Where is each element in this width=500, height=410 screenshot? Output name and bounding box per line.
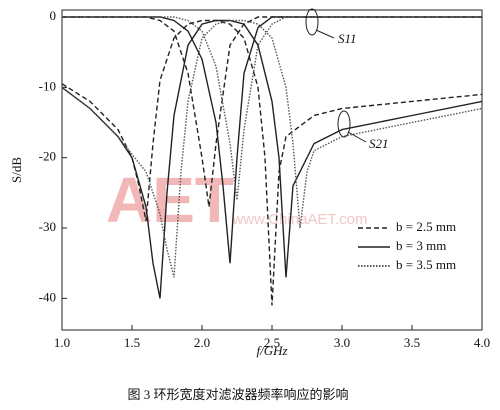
legend-label: b = 3 mm [396, 238, 446, 253]
annotation-ellipse [305, 8, 319, 36]
annotation: S21 [369, 136, 389, 151]
watermark: www.ChinaAET.com [231, 211, 367, 228]
x-tick-label: 3.0 [334, 335, 350, 350]
y-axis-label: S/dB [9, 157, 24, 183]
annotation: S11 [338, 31, 357, 46]
x-tick-label: 1.0 [54, 335, 70, 350]
annotation-arrow [347, 131, 367, 143]
x-tick-label: 4.0 [474, 335, 490, 350]
annotation-ellipse [337, 110, 351, 138]
series-line [61, 19, 483, 278]
legend-label: b = 2.5 mm [396, 219, 456, 234]
legend-label: b = 3.5 mm [396, 257, 456, 272]
x-tick-label: 2.5 [264, 335, 280, 350]
x-tick-label: 3.5 [404, 335, 420, 350]
y-tick-label: 0 [50, 8, 57, 23]
series-line [62, 16, 482, 200]
caption: 图 3 环形宽度对滤波器频率响应的影响 [127, 387, 348, 402]
x-axis-label: f/GHz [256, 343, 287, 358]
watermark: AET [106, 164, 234, 236]
y-tick-label: -30 [39, 219, 56, 234]
series-line [62, 16, 482, 264]
series-line [61, 19, 483, 299]
series-line [62, 16, 482, 207]
y-tick-label: -20 [39, 149, 56, 164]
annotation-arrow [315, 29, 335, 39]
y-tick-label: -10 [39, 78, 56, 93]
y-tick-label: -40 [39, 289, 56, 304]
x-tick-label: 1.5 [124, 335, 140, 350]
x-tick-label: 2.0 [194, 335, 210, 350]
